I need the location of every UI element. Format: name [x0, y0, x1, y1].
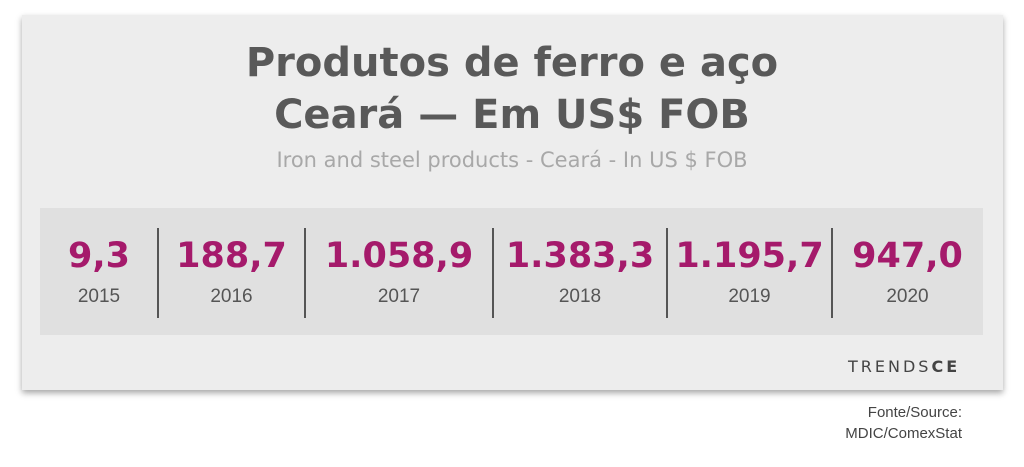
- stat-year: 2016: [210, 286, 253, 307]
- stat: 188,7 2016: [158, 208, 305, 335]
- subtitle: Iron and steel products - Ceará - In US …: [276, 148, 748, 172]
- separator: [666, 228, 668, 318]
- stat: 1.195,7 2019: [667, 208, 832, 335]
- stat: 1.058,9 2017: [305, 208, 493, 335]
- stat: 9,3 2015: [40, 208, 158, 335]
- stat-year: 2015: [77, 286, 121, 307]
- brand-text: TRENDS: [848, 357, 932, 376]
- stats-band: [40, 208, 983, 335]
- source: Fonte/Source:: [867, 404, 962, 421]
- brand: TRENDSCE: [848, 357, 960, 376]
- separator: [831, 228, 833, 318]
- separator: [492, 228, 494, 318]
- stat-value: 188,7: [176, 236, 287, 276]
- separator: [157, 228, 159, 318]
- title: Ceará — Em US$ FOB: [274, 92, 750, 138]
- title: Produtos de ferro e aço: [245, 40, 779, 86]
- stat: 947,0 2020: [832, 208, 983, 335]
- stat-year: 2017: [377, 286, 421, 307]
- stat-value: 947,0: [852, 236, 963, 276]
- stat-year: 2020: [886, 286, 929, 307]
- stat-value: 1.383,3: [505, 236, 655, 276]
- source: MDIC/ComexStat: [845, 425, 962, 442]
- stat-year: 2018: [558, 286, 602, 307]
- stat-value: 1.058,9: [324, 236, 474, 276]
- separator: [304, 228, 306, 318]
- stat: 1.383,3 2018: [493, 208, 667, 335]
- brand-text: CE: [931, 357, 961, 376]
- stat-year: 2019: [728, 286, 771, 307]
- stat-value: 1.195,7: [675, 236, 824, 276]
- stat-value: 9,3: [67, 236, 130, 276]
